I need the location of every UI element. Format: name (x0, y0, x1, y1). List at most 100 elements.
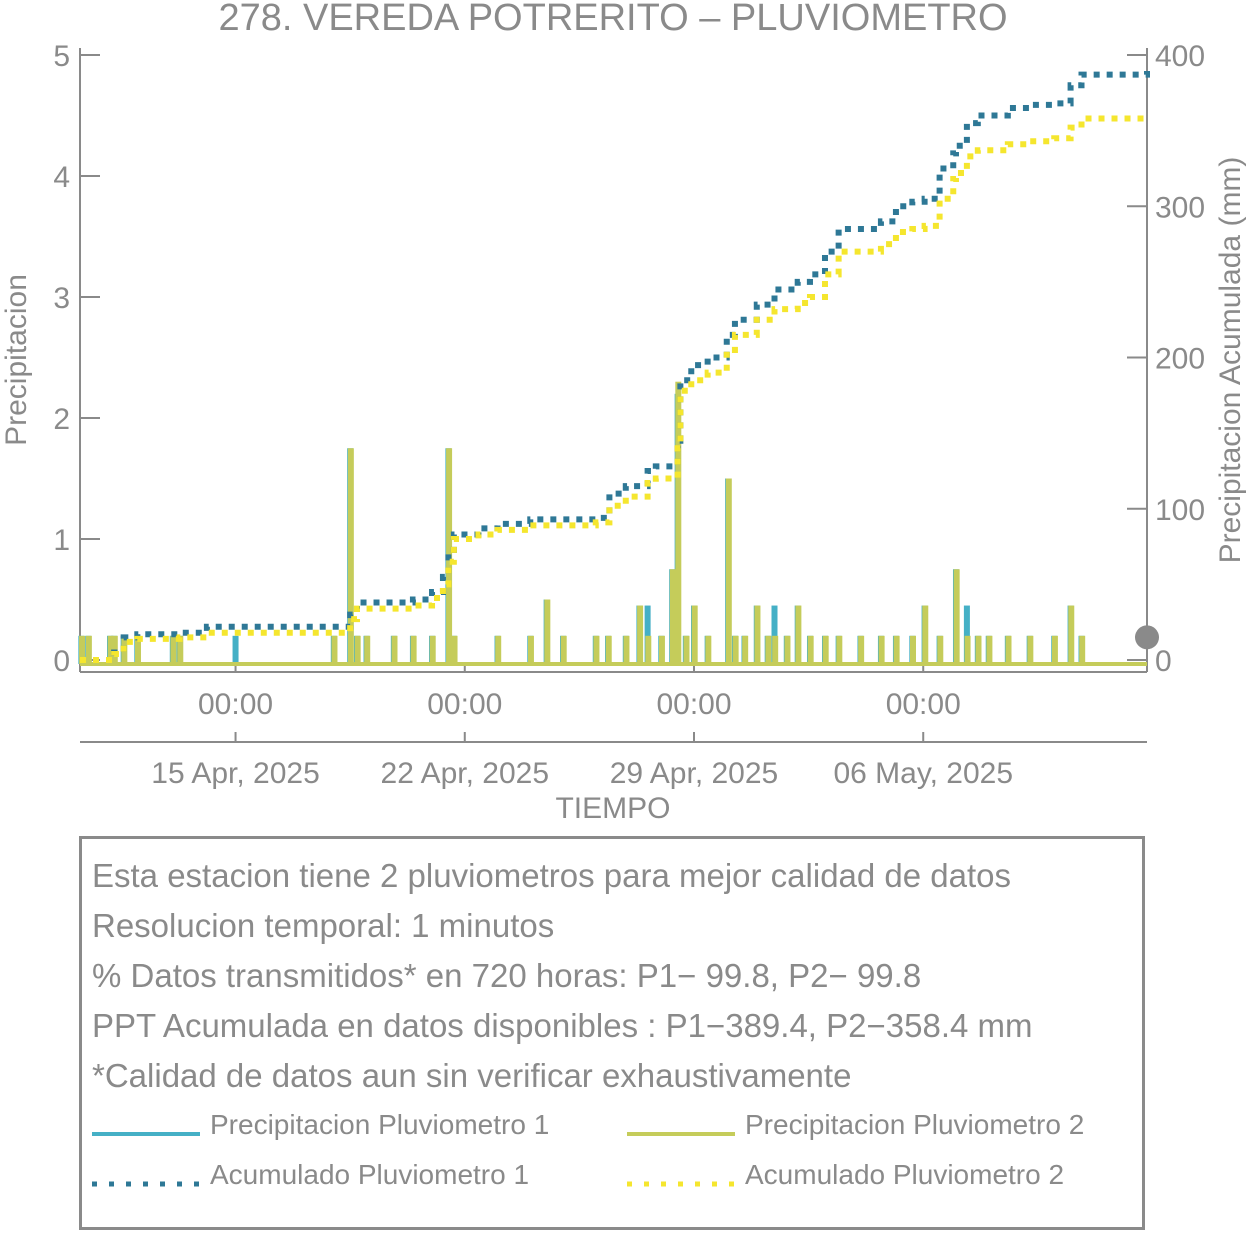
legend-swatch-p1 (92, 1132, 200, 1136)
y-tick-label-left: 3 (53, 282, 70, 315)
precip-p2-bar (410, 635, 417, 664)
precip-p2-bar (937, 635, 944, 664)
legend-label-acc1: Acumulado Pluviometro 1 (210, 1159, 530, 1190)
info-box: Esta estacion tiene 2 pluviometros para … (79, 836, 1145, 1230)
precip-p2-bar (134, 635, 141, 664)
precip-p2-bar (858, 635, 865, 664)
precip-p2-bar (645, 635, 652, 664)
info-line-quality-note: *Calidad de datos aun sin verificar exha… (92, 1057, 852, 1094)
acc-p2-line (80, 115, 1150, 663)
precip-p2-bar (107, 635, 114, 664)
precip-p2-bar (347, 448, 354, 664)
precip-p2-bar (429, 635, 436, 664)
precip-p2-bar (909, 635, 916, 664)
y-axis-label-right: Precipitacion Acumulada (mm) (1214, 157, 1247, 564)
precip-p1-bar (771, 605, 778, 664)
precip-p2-bar (683, 635, 690, 664)
precip-p2-bar (79, 635, 86, 664)
precip-p2-bar (807, 635, 814, 664)
precip-p2-bar (354, 635, 361, 664)
precip-p2-bar (637, 605, 644, 664)
precip-p2-bar (922, 605, 929, 664)
precip-p2-bar (527, 635, 534, 664)
x-axis-label: TIEMPO (555, 792, 670, 825)
precip-p2-bar (85, 635, 92, 664)
right-axis-marker (1135, 625, 1159, 650)
y-tick-label-right: 300 (1155, 191, 1205, 224)
precip-p2-bar (170, 635, 177, 664)
precip-p2-bar (605, 635, 612, 664)
y-tick-label-left: 0 (53, 645, 70, 678)
precip-p2-bar (593, 635, 600, 664)
info-line-transmission: % Datos transmitidos* en 720 horas: P1− … (92, 957, 922, 994)
precip-p2-bar (742, 635, 749, 664)
legend-swatch-acc1 (92, 1181, 200, 1187)
y-tick-label-right: 400 (1155, 40, 1205, 73)
precip-p2-bar (675, 381, 682, 664)
legend-label-p2: Precipitacion Pluviometro 2 (745, 1109, 1085, 1140)
precip-p1-bar (232, 635, 239, 664)
precip-p2-bar (658, 635, 665, 664)
precip-p2-bar (975, 635, 982, 664)
precip-p2-bar (964, 635, 971, 664)
precip-p2-bar (495, 635, 502, 664)
precip-p2-bar (177, 635, 184, 664)
legend-label-acc2: Acumulado Pluviometro 2 (745, 1159, 1065, 1190)
precip-p2-bar (784, 635, 791, 664)
precip-p2-bar (391, 635, 398, 664)
y-tick-label-left: 5 (53, 40, 70, 73)
precip-p2-bar (986, 635, 993, 664)
x-tick-label-time: 00:00 (656, 688, 731, 721)
x-tick-label-date: 15 Apr, 2025 (151, 757, 320, 790)
acc-p1-line (80, 71, 1150, 663)
y-tick-label-right: 200 (1155, 343, 1205, 376)
info-line-accumulated: PPT Acumulada en datos disponibles : P1−… (92, 1007, 1033, 1044)
y-axis-label-left: Precipitacion (0, 274, 33, 446)
precip-p2-bar (364, 635, 371, 664)
precip-p2-bar (1005, 635, 1012, 664)
precip-p2-bar (1027, 635, 1034, 664)
precip-p2-bar (544, 599, 551, 664)
y-tick-label-right: 100 (1155, 494, 1205, 527)
precip-p2-bar (754, 605, 761, 664)
precip-p2-bar (732, 635, 739, 664)
precip-p2-bar (795, 605, 802, 664)
precip-p2-bar (691, 605, 698, 664)
x-tick-label-date: 06 May, 2025 (833, 757, 1013, 790)
x-tick-label-time: 00:00 (198, 688, 273, 721)
precip-p2-bar (765, 635, 772, 664)
x-tick-label-date: 29 Apr, 2025 (610, 757, 779, 790)
precip-p2-bar (725, 478, 732, 664)
precip-p2-bar (560, 635, 567, 664)
precip-p2-bar (669, 569, 676, 664)
precip-p2-bar (836, 635, 843, 664)
precip-p2-bar (705, 635, 712, 664)
info-line-stations: Esta estacion tiene 2 pluviometros para … (92, 857, 1012, 894)
info-line-resolution: Resolucion temporal: 1 minutos (92, 907, 555, 944)
precip-p2-bar (893, 635, 900, 664)
precip-p2-bar (822, 635, 829, 664)
x-tick-label-time: 00:00 (886, 688, 961, 721)
legend-swatch-acc2 (627, 1181, 735, 1187)
precip-p2-bar (1079, 635, 1086, 664)
legend-label-p1: Precipitacion Pluviometro 1 (210, 1109, 550, 1140)
precip-p1-bar (963, 605, 970, 664)
precip-p2-bar (331, 635, 338, 664)
legend-swatch-p2 (627, 1132, 735, 1136)
x-tick-label-time: 00:00 (427, 688, 502, 721)
y-tick-label-right: 0 (1155, 645, 1172, 678)
precip-p2-bar (772, 635, 779, 664)
precip-p2-bar (1051, 635, 1058, 664)
chart-title: 278. VEREDA POTRERITO – PLUVIOMETRO (218, 0, 1007, 39)
precip-p2-bar (953, 569, 960, 664)
precip-p2-bar (1068, 605, 1075, 664)
x-tick-label-date: 22 Apr, 2025 (381, 757, 550, 790)
precip-p2-bar (878, 635, 885, 664)
y-tick-label-left: 4 (53, 161, 70, 194)
y-tick-label-left: 1 (53, 524, 70, 557)
rainfall-chart: 278. VEREDA POTRERITO – PLUVIOMETRO Prec… (0, 0, 1247, 825)
y-tick-label-left: 2 (53, 403, 70, 436)
precip-p1-bar (644, 605, 651, 664)
precip-p2-bar (451, 635, 458, 664)
precip-p2-bar (623, 635, 630, 664)
